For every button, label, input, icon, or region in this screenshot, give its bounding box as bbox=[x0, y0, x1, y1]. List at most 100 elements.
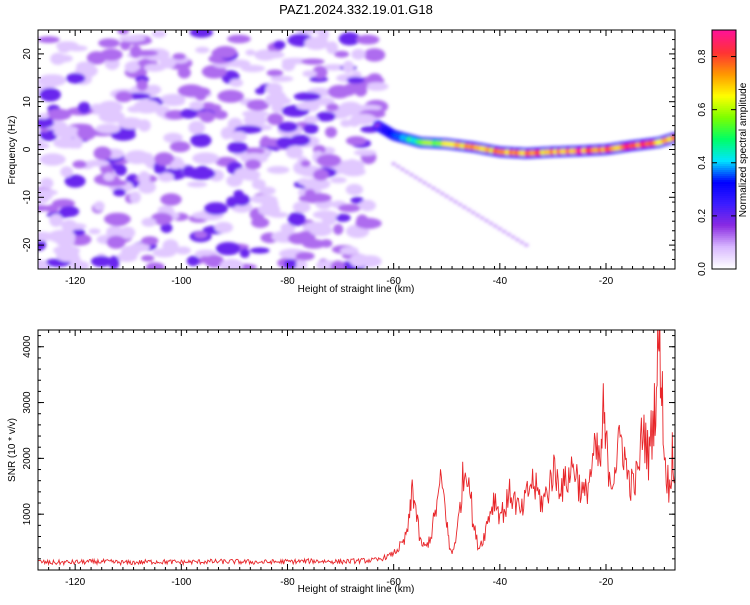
heatmap-noise-blob bbox=[160, 93, 186, 104]
heatmap-secondary-cell bbox=[497, 227, 503, 231]
heatmap-ridge-cell bbox=[670, 135, 675, 141]
x-tick-label: -60 bbox=[386, 276, 401, 287]
colorbar-step bbox=[712, 119, 736, 123]
heatmap-noise-blob bbox=[354, 84, 368, 97]
colorbar-step bbox=[712, 79, 736, 83]
heatmap-noise-blob bbox=[330, 260, 346, 269]
heatmap-noise-blob bbox=[229, 78, 244, 88]
colorbar-step bbox=[712, 95, 736, 99]
colorbar-step bbox=[712, 137, 736, 141]
colorbar-step bbox=[712, 231, 736, 234]
heatmap-noise-blob bbox=[97, 100, 123, 114]
heatmap-noise-blob bbox=[129, 191, 141, 204]
colorbar-step bbox=[712, 157, 736, 161]
heatmap-noise-blob bbox=[141, 152, 155, 166]
colorbar-step bbox=[712, 243, 736, 246]
heatmap-noise-blob bbox=[120, 40, 131, 51]
heatmap-x-axis-label: Height of straight line (km) bbox=[298, 284, 415, 295]
heatmap-noise-blob bbox=[120, 245, 140, 258]
heatmap-noise-blob bbox=[133, 50, 159, 57]
heatmap-noise-blob bbox=[227, 34, 251, 44]
heatmap-noise-blob bbox=[160, 193, 182, 206]
heatmap-noise-blob bbox=[186, 255, 200, 267]
colorbar-step bbox=[712, 133, 736, 137]
colorbar-step bbox=[712, 227, 736, 230]
y-tick-label: 2000 bbox=[22, 447, 33, 470]
colorbar-step bbox=[712, 241, 736, 244]
heatmap-secondary-cell bbox=[470, 210, 476, 215]
heatmap-secondary-cell bbox=[395, 164, 401, 169]
colorbar-step bbox=[712, 111, 736, 115]
heatmap-noise-blob bbox=[270, 75, 294, 82]
heatmap-secondary-cell bbox=[439, 191, 445, 196]
colorbar-gradient bbox=[712, 30, 736, 270]
heatmap-secondary-cell bbox=[515, 237, 520, 242]
colorbar-step bbox=[712, 87, 736, 91]
heatmap-noise-blob bbox=[201, 64, 227, 79]
heatmap-noise-blob bbox=[365, 82, 389, 91]
colorbar-tick-label: 0.4 bbox=[697, 155, 708, 169]
heatmap-noise-blob bbox=[320, 239, 333, 248]
heatmap-noise-blob bbox=[157, 172, 175, 182]
heatmap-noise-blob bbox=[124, 61, 139, 73]
heatmap-noise-blob bbox=[49, 213, 63, 227]
heatmap-secondary-cell bbox=[510, 235, 516, 239]
colorbar-step bbox=[712, 177, 736, 180]
colorbar-tick-label: 0.0 bbox=[697, 262, 708, 276]
heatmap-noise-blob bbox=[210, 104, 222, 112]
heatmap-noise-blob bbox=[180, 108, 198, 119]
heatmap-secondary-cell bbox=[453, 200, 459, 204]
heatmap-secondary-cell bbox=[435, 189, 441, 193]
heatmap-noise-blob bbox=[145, 84, 162, 95]
heatmap-noise-blob bbox=[293, 92, 321, 101]
y-tick-label: 10 bbox=[22, 96, 33, 108]
heatmap-noise-blob bbox=[325, 126, 337, 138]
heatmap-noise-blob bbox=[187, 181, 208, 188]
heatmap-noise-blob bbox=[114, 164, 127, 176]
colorbar-step bbox=[712, 143, 736, 147]
heatmap-noise-blob bbox=[340, 246, 359, 255]
heatmap-noise-blob bbox=[309, 224, 333, 237]
heatmap-noise-blob bbox=[159, 57, 177, 69]
heatmap-noise-blob bbox=[336, 86, 356, 97]
heatmap-noise-blob bbox=[294, 259, 308, 269]
heatmap-noise-blob bbox=[66, 45, 88, 52]
heatmap-noise-blob bbox=[292, 201, 311, 213]
heatmap-noise-blob bbox=[226, 174, 243, 187]
heatmap-noise-blob bbox=[103, 172, 115, 182]
x-tick-label: -120 bbox=[65, 577, 85, 588]
heatmap-noise-blob bbox=[306, 193, 332, 203]
heatmap-noise-blob bbox=[112, 188, 126, 197]
colorbar-step bbox=[712, 67, 736, 71]
colorbar-step bbox=[712, 191, 736, 194]
heatmap-noise-blob bbox=[55, 249, 80, 262]
colorbar-ticks: 0.0 0.2 0.4 0.6 0.8 bbox=[697, 49, 736, 276]
heatmap-noise-blob bbox=[175, 246, 191, 255]
heatmap-noise-blob bbox=[281, 59, 296, 72]
heatmap-noise-blob bbox=[345, 136, 367, 146]
colorbar-step bbox=[712, 203, 736, 206]
heatmap-noise-blob bbox=[38, 117, 54, 128]
colorbar-step bbox=[712, 97, 736, 101]
snr-panel: -120 -100 -80 -60 -40 -20 1000 2000 3000 4000 Hei… bbox=[7, 329, 676, 595]
heatmap-secondary-cell bbox=[488, 221, 494, 226]
heatmap-secondary-cell bbox=[408, 172, 414, 177]
heatmap-noise-blob bbox=[330, 176, 347, 184]
x-tick-label: -20 bbox=[599, 577, 614, 588]
heatmap-noise-blob bbox=[53, 137, 79, 149]
colorbar-step bbox=[712, 169, 736, 173]
colorbar-step bbox=[712, 101, 736, 105]
colorbar-step bbox=[712, 163, 736, 167]
heatmap-cells bbox=[38, 30, 675, 269]
heatmap-noise-blob bbox=[38, 113, 50, 120]
colorbar-step bbox=[712, 55, 736, 59]
snr-x-axis-label: Height of straight line (km) bbox=[298, 584, 415, 595]
heatmap-noise-blob bbox=[76, 61, 95, 71]
figure-title: PAZ1.2024.332.19.01.G18 bbox=[279, 2, 433, 17]
colorbar-step bbox=[712, 109, 736, 113]
colorbar-step bbox=[712, 167, 736, 171]
heatmap-noise-blob bbox=[296, 102, 316, 110]
colorbar-step bbox=[712, 121, 736, 125]
heatmap-noise-blob bbox=[38, 259, 49, 269]
heatmap-noise-blob bbox=[187, 167, 216, 180]
